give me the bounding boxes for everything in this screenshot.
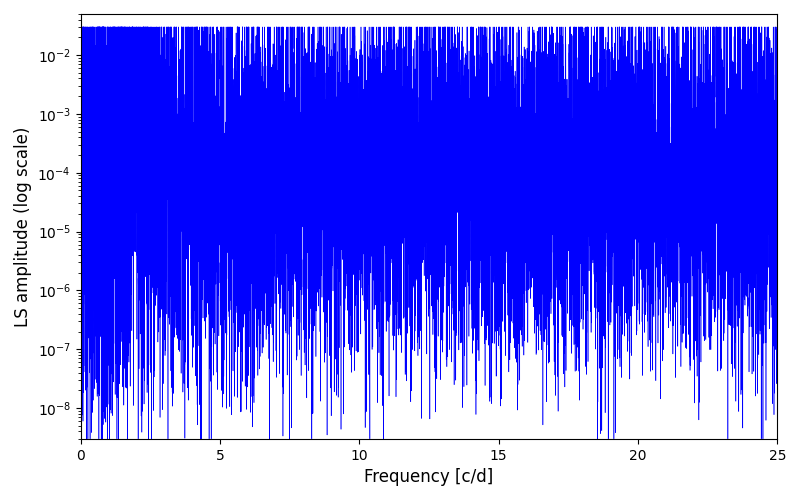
X-axis label: Frequency [c/d]: Frequency [c/d] <box>364 468 494 486</box>
Y-axis label: LS amplitude (log scale): LS amplitude (log scale) <box>14 126 32 326</box>
